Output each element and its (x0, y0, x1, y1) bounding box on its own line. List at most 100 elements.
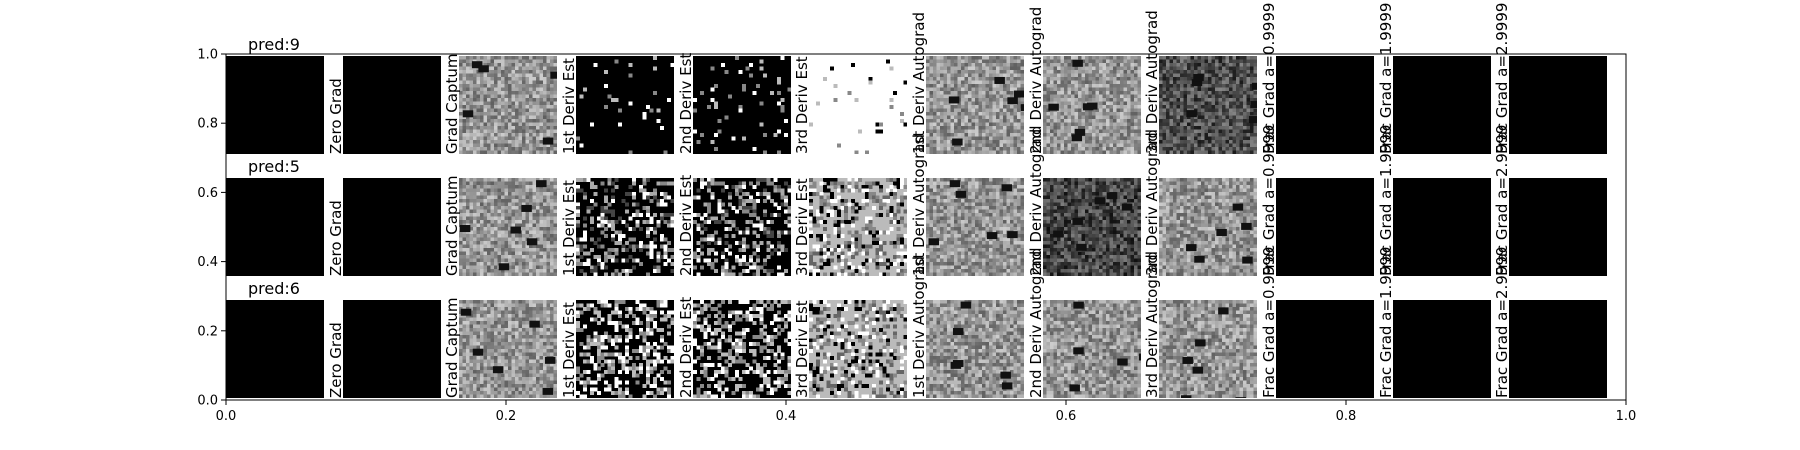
image-grid: 956 (226, 37, 1607, 411)
panel-label-frac3: Frac Grad a=2.9999 (1493, 125, 1511, 276)
row-title: pred:6 (248, 279, 300, 298)
panel-d3est-row-3 (809, 300, 907, 398)
tile-background (1393, 56, 1491, 154)
tile-pixels (926, 56, 1024, 154)
row-title: pred:5 (248, 157, 300, 176)
panel-label-d2est: 2nd Deriv Est (677, 175, 695, 276)
row-title: pred:9 (248, 35, 300, 54)
x-tick-label: 0.4 (776, 409, 797, 424)
panel-label-frac1: Frac Grad a=0.9999 (1260, 3, 1278, 154)
panel-zero-row-1 (343, 56, 441, 154)
tile-pixels (576, 300, 674, 398)
tile-background (1276, 56, 1374, 154)
panel-label-d1auto: 1st Deriv Autograd (910, 12, 928, 154)
tile-pixels: 9 (239, 37, 310, 167)
panel-d2est-row-2 (693, 178, 791, 276)
tile-pixels (809, 56, 907, 154)
panel-d3auto-row-1 (1159, 56, 1257, 154)
panel-frac2-row-2 (1393, 178, 1491, 276)
panel-label-zero: Zero Grad (327, 200, 345, 276)
tile-background (226, 300, 324, 398)
panel-d3auto-row-2 (1159, 178, 1257, 276)
y-tick-label: 1.0 (197, 48, 218, 63)
tile-pixels (809, 300, 907, 398)
panel-label-d1est: 1st Deriv Est (560, 302, 578, 398)
panel-label-d2auto: 2nd Deriv Autograd (1027, 251, 1045, 398)
panel-input-row-3: 6 (226, 281, 324, 411)
digit-glyph: 9 (239, 37, 310, 167)
panel-label-d3est: 3rd Deriv Est (793, 300, 811, 398)
tile-pixels (1159, 178, 1257, 276)
tile-background (343, 178, 441, 276)
tile-pixels (1159, 56, 1257, 154)
tile-pixels (926, 300, 1024, 398)
panel-frac2-row-3 (1393, 300, 1491, 398)
tile-pixels (459, 56, 557, 154)
panel-label-d3est: 3rd Deriv Est (793, 178, 811, 276)
panel-label-frac1: Frac Grad a=0.9999 (1260, 125, 1278, 276)
tile-pixels (459, 300, 557, 398)
digit-glyph: 6 (239, 281, 310, 411)
panel-label-frac2: Frac Grad a=1.9999 (1377, 247, 1395, 398)
y-axis: 0.0 0.2 0.4 0.6 0.8 1.0 (197, 48, 226, 409)
panel-labels: Zero Grad Grad Captum 1st Deriv Est 2nd Der… (327, 3, 1511, 398)
tile-pixels (576, 56, 674, 154)
tile-background (1276, 178, 1374, 276)
x-tick-label: 0.0 (216, 409, 237, 424)
panel-d2auto-row-2 (1043, 178, 1141, 276)
panel-label-d2auto: 2nd Deriv Autograd (1027, 129, 1045, 276)
panel-label-d3auto: 3rd Deriv Autograd (1143, 10, 1161, 154)
y-tick-label: 0.8 (197, 117, 218, 132)
x-axis: 0.0 0.2 0.4 0.6 0.8 1.0 (216, 400, 1636, 424)
digit-glyph: 5 (239, 159, 310, 289)
tile-background (1393, 300, 1491, 398)
panel-label-frac2: Frac Grad a=1.9999 (1377, 3, 1395, 154)
tile-pixels (1043, 300, 1141, 398)
y-tick-label: 0.6 (197, 186, 218, 201)
panel-label-frac3: Frac Grad a=2.9999 (1493, 247, 1511, 398)
tile-pixels (926, 178, 1024, 276)
panel-label-d1est: 1st Deriv Est (560, 58, 578, 154)
panel-d2auto-row-3 (1043, 300, 1141, 398)
y-tick-label: 0.0 (197, 394, 218, 409)
panel-d3est-row-2 (809, 178, 907, 276)
panel-label-d2est: 2nd Deriv Est (677, 297, 695, 398)
panel-zero-row-2 (343, 178, 441, 276)
panel-label-d3auto: 3rd Deriv Autograd (1143, 132, 1161, 276)
panel-frac2-row-1 (1393, 56, 1491, 154)
panel-label-grad: Grad Captum (443, 54, 461, 154)
row-titles: pred:9 pred:5 pred:6 (248, 35, 300, 298)
tile-pixels: 6 (239, 281, 310, 411)
panel-input-row-1: 9 (226, 37, 324, 167)
tile-background (1393, 178, 1491, 276)
panel-label-d1est: 1st Deriv Est (560, 180, 578, 276)
panel-d2est-row-3 (693, 300, 791, 398)
panel-d3est-row-1 (809, 56, 907, 154)
panel-label-zero: Zero Grad (327, 322, 345, 398)
panel-label-zero: Zero Grad (327, 78, 345, 154)
tile-pixels (693, 56, 791, 154)
tile-pixels (576, 178, 674, 276)
tile-pixels (809, 178, 907, 276)
panel-label-d1auto: 1st Deriv Autograd (910, 134, 928, 276)
tile-pixels (459, 178, 557, 276)
panel-d1est-row-1 (576, 56, 674, 154)
tile-pixels (1159, 300, 1257, 398)
tile-pixels (1043, 56, 1141, 154)
panel-frac3-row-2 (1509, 178, 1607, 276)
tile-background (1509, 56, 1607, 154)
panel-label-d3auto: 3rd Deriv Autograd (1143, 254, 1161, 398)
tile-pixels (693, 178, 791, 276)
panel-label-d1auto: 1st Deriv Autograd (910, 256, 928, 398)
panel-label-frac1: Frac Grad a=0.9999 (1260, 247, 1278, 398)
panel-label-grad: Grad Captum (443, 176, 461, 276)
tile-background (1509, 178, 1607, 276)
panel-label-frac2: Frac Grad a=1.9999 (1377, 125, 1395, 276)
panel-d1est-row-2 (576, 178, 674, 276)
y-tick-label: 0.2 (197, 324, 218, 339)
panel-d2est-row-1 (693, 56, 791, 154)
tile-background (226, 178, 324, 276)
panel-frac3-row-1 (1509, 56, 1607, 154)
panel-d3auto-row-3 (1159, 300, 1257, 398)
